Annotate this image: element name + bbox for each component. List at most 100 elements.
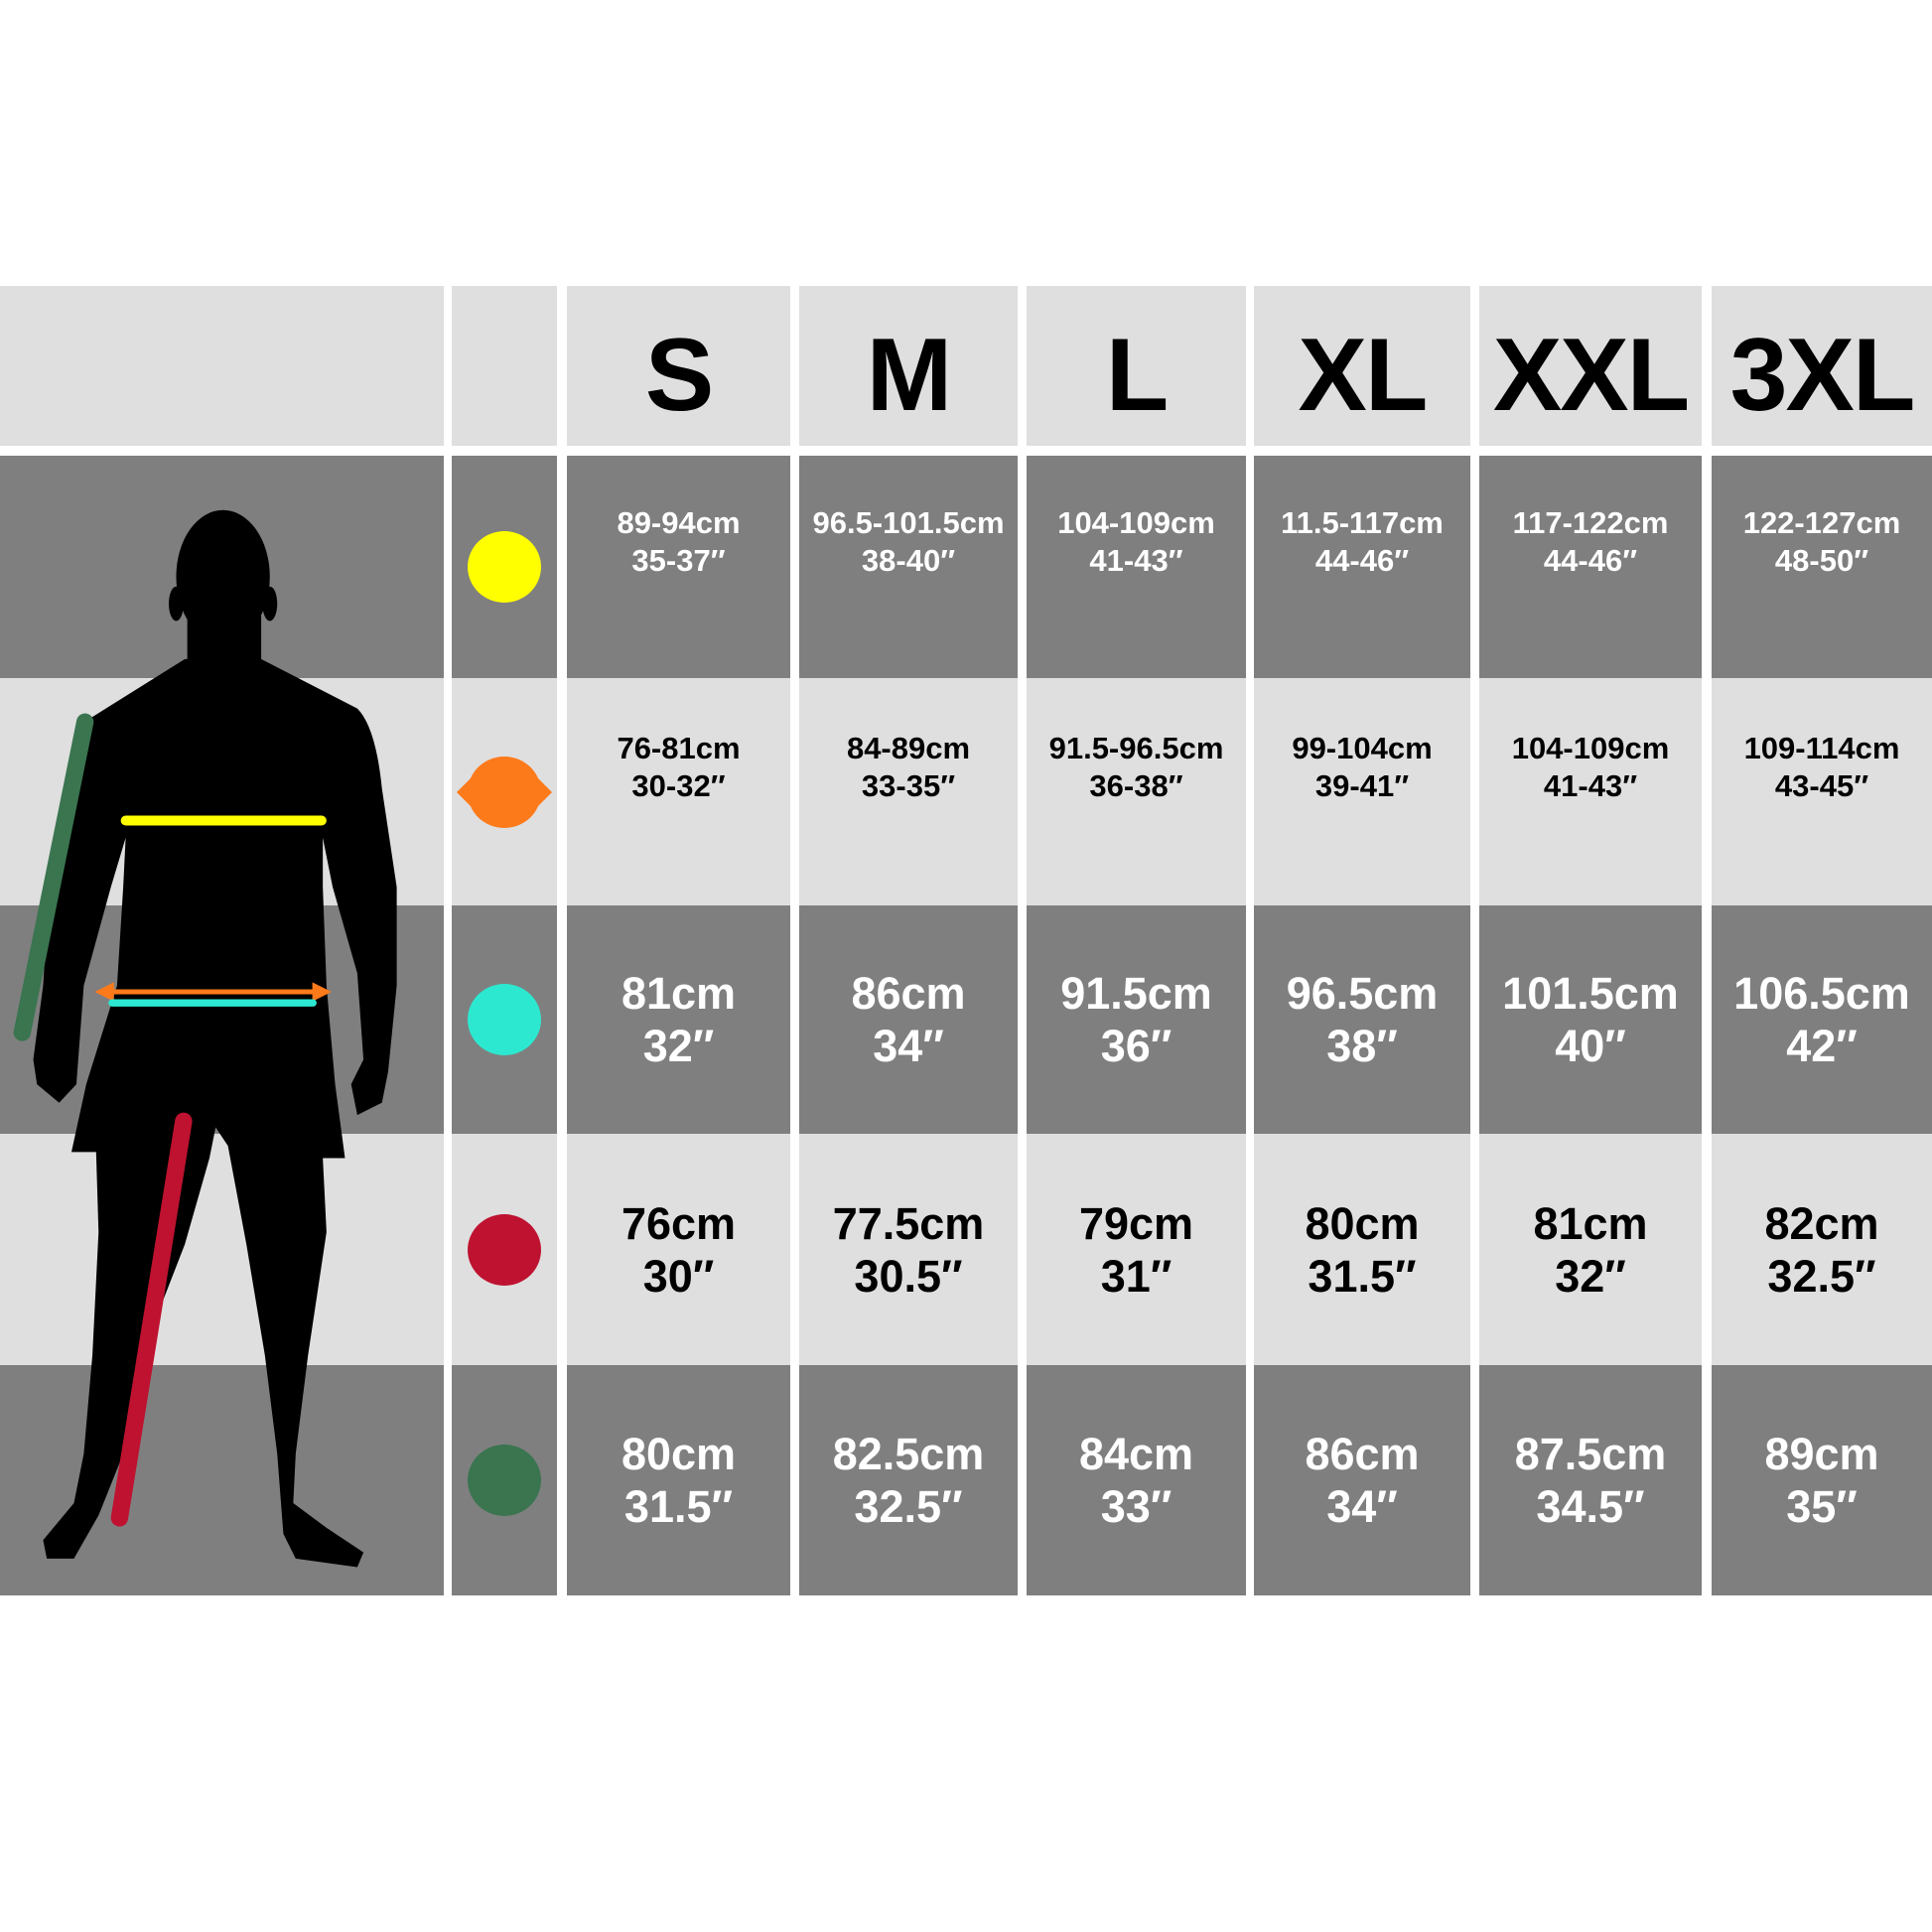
value-inches: 30″ xyxy=(642,1250,715,1302)
value-cm: 89cm xyxy=(1764,1429,1879,1479)
size-header-l: L xyxy=(1027,286,1246,446)
measure-icon-cell xyxy=(452,456,557,678)
size-label: S xyxy=(644,318,714,433)
measurement-cell: 80cm 31.5″ xyxy=(1254,1134,1470,1365)
value-inches: 31″ xyxy=(1100,1250,1173,1302)
measurement-cell: 76-81cm 30-32″ xyxy=(567,678,790,905)
measurement-cell: 117-122cm 44-46″ xyxy=(1479,456,1702,678)
value-cm: 117-122cm xyxy=(1512,505,1669,540)
figure-background-cell xyxy=(0,905,444,1134)
size-header-s: S xyxy=(567,286,790,446)
measurement-cell: 96.5-101.5cm 38-40″ xyxy=(799,456,1018,678)
measurement-cell: 76cm 30″ xyxy=(567,1134,790,1365)
size-label: XL xyxy=(1298,318,1429,433)
measurement-cell: 89-94cm 35-37″ xyxy=(567,456,790,678)
value-inches: 34″ xyxy=(1326,1481,1398,1532)
value-inches: 36″ xyxy=(1100,1021,1173,1071)
value-cm: 109-114cm xyxy=(1743,730,1900,765)
value-cm: 80cm xyxy=(1305,1197,1420,1249)
value-inches: 38-40″ xyxy=(861,543,956,578)
value-inches: 41-43″ xyxy=(1089,543,1183,578)
value-inches: 33-35″ xyxy=(861,767,956,803)
value-cm: 84-89cm xyxy=(846,730,971,765)
value-inches: 31.5″ xyxy=(1308,1250,1417,1302)
value-cm: 91.5-96.5cm xyxy=(1048,730,1224,765)
value-inches: 35-37″ xyxy=(631,543,726,578)
value-cm: 76-81cm xyxy=(617,730,741,765)
measurement-cell: 91.5cm 36″ xyxy=(1027,905,1246,1134)
value-inches: 32″ xyxy=(1555,1250,1626,1302)
measure-icon-cell xyxy=(452,1134,557,1365)
size-label: XXL xyxy=(1492,318,1690,433)
value-inches: 33″ xyxy=(1100,1481,1173,1532)
value-cm: 84cm xyxy=(1078,1429,1194,1479)
measurement-cell: 81cm 32″ xyxy=(567,905,790,1134)
yellow-circle-icon xyxy=(468,531,541,603)
measure-icon-cell xyxy=(452,678,557,905)
measurement-cell: 87.5cm 34.5″ xyxy=(1479,1365,1702,1595)
measurement-cell: 109-114cm 43-45″ xyxy=(1712,678,1932,905)
value-inches: 30.5″ xyxy=(854,1250,963,1302)
red-circle-icon xyxy=(468,1213,541,1286)
measurement-cell: 84-89cm 33-35″ xyxy=(799,678,1018,905)
size-label: L xyxy=(1105,318,1170,433)
size-header-3xl: 3XL xyxy=(1712,286,1932,446)
value-cm: 82cm xyxy=(1764,1197,1879,1249)
measurement-cell: 86cm 34″ xyxy=(799,905,1018,1134)
measurement-cell: 77.5cm 30.5″ xyxy=(799,1134,1018,1365)
measurement-cell: 89cm 35″ xyxy=(1712,1365,1932,1595)
measurement-cell: 82.5cm 32.5″ xyxy=(799,1365,1018,1595)
cyan-circle-icon xyxy=(468,984,541,1055)
value-cm: 79cm xyxy=(1078,1197,1194,1249)
value-inches: 32″ xyxy=(642,1021,715,1071)
value-inches: 44-46″ xyxy=(1314,543,1410,578)
value-inches: 48-50″ xyxy=(1774,543,1869,578)
value-inches: 41-43″ xyxy=(1543,767,1638,803)
measure-icon-cell xyxy=(452,905,557,1134)
measurement-cell: 104-109cm 41-43″ xyxy=(1479,678,1702,905)
value-cm: 104-109cm xyxy=(1057,505,1215,540)
size-header-xl: XL xyxy=(1254,286,1470,446)
value-cm: 81cm xyxy=(1533,1197,1648,1249)
measurement-cell: 84cm 33″ xyxy=(1027,1365,1246,1595)
figure-background-cell xyxy=(0,678,444,905)
measurement-cell: 122-127cm 48-50″ xyxy=(1712,456,1932,678)
measurement-cell: 91.5-96.5cm 36-38″ xyxy=(1027,678,1246,905)
value-inches: 44-46″ xyxy=(1543,543,1638,578)
value-inches: 40″ xyxy=(1555,1021,1626,1071)
value-cm: 96.5cm xyxy=(1286,968,1439,1019)
size-label: 3XL xyxy=(1729,318,1916,433)
value-cm: 11.5-117cm xyxy=(1281,505,1444,540)
header-icon-cell xyxy=(452,286,557,446)
value-inches: 32.5″ xyxy=(1767,1250,1876,1302)
size-header-m: M xyxy=(799,286,1018,446)
figure-background-cell xyxy=(0,1365,444,1595)
value-inches: 30-32″ xyxy=(631,767,726,803)
value-inches: 35″ xyxy=(1786,1481,1858,1532)
value-inches: 38″ xyxy=(1326,1021,1398,1071)
value-inches: 34″ xyxy=(873,1021,944,1071)
size-header-xxl: XXL xyxy=(1479,286,1702,446)
figure-background-cell xyxy=(0,456,444,678)
value-cm: 82.5cm xyxy=(832,1429,985,1479)
measurement-cell: 104-109cm 41-43″ xyxy=(1027,456,1246,678)
value-cm: 122-127cm xyxy=(1742,505,1901,540)
green-circle-icon xyxy=(468,1445,541,1516)
measurement-cell: 106.5cm 42″ xyxy=(1712,905,1932,1134)
measurement-cell: 79cm 31″ xyxy=(1027,1134,1246,1365)
value-cm: 86cm xyxy=(851,968,966,1019)
measure-icon-cell xyxy=(452,1365,557,1595)
value-cm: 106.5cm xyxy=(1733,968,1910,1019)
value-cm: 101.5cm xyxy=(1502,968,1679,1019)
value-inches: 43-45″ xyxy=(1774,767,1869,803)
value-cm: 76cm xyxy=(621,1197,737,1249)
measurement-cell: 86cm 34″ xyxy=(1254,1365,1470,1595)
measurement-cell: 96.5cm 38″ xyxy=(1254,905,1470,1134)
value-inches: 32.5″ xyxy=(854,1481,963,1532)
value-cm: 87.5cm xyxy=(1514,1429,1667,1479)
size-label: M xyxy=(866,318,953,433)
value-inches: 34.5″ xyxy=(1536,1481,1645,1532)
value-cm: 77.5cm xyxy=(832,1197,985,1249)
value-cm: 89-94cm xyxy=(617,505,741,540)
value-cm: 81cm xyxy=(621,968,737,1019)
